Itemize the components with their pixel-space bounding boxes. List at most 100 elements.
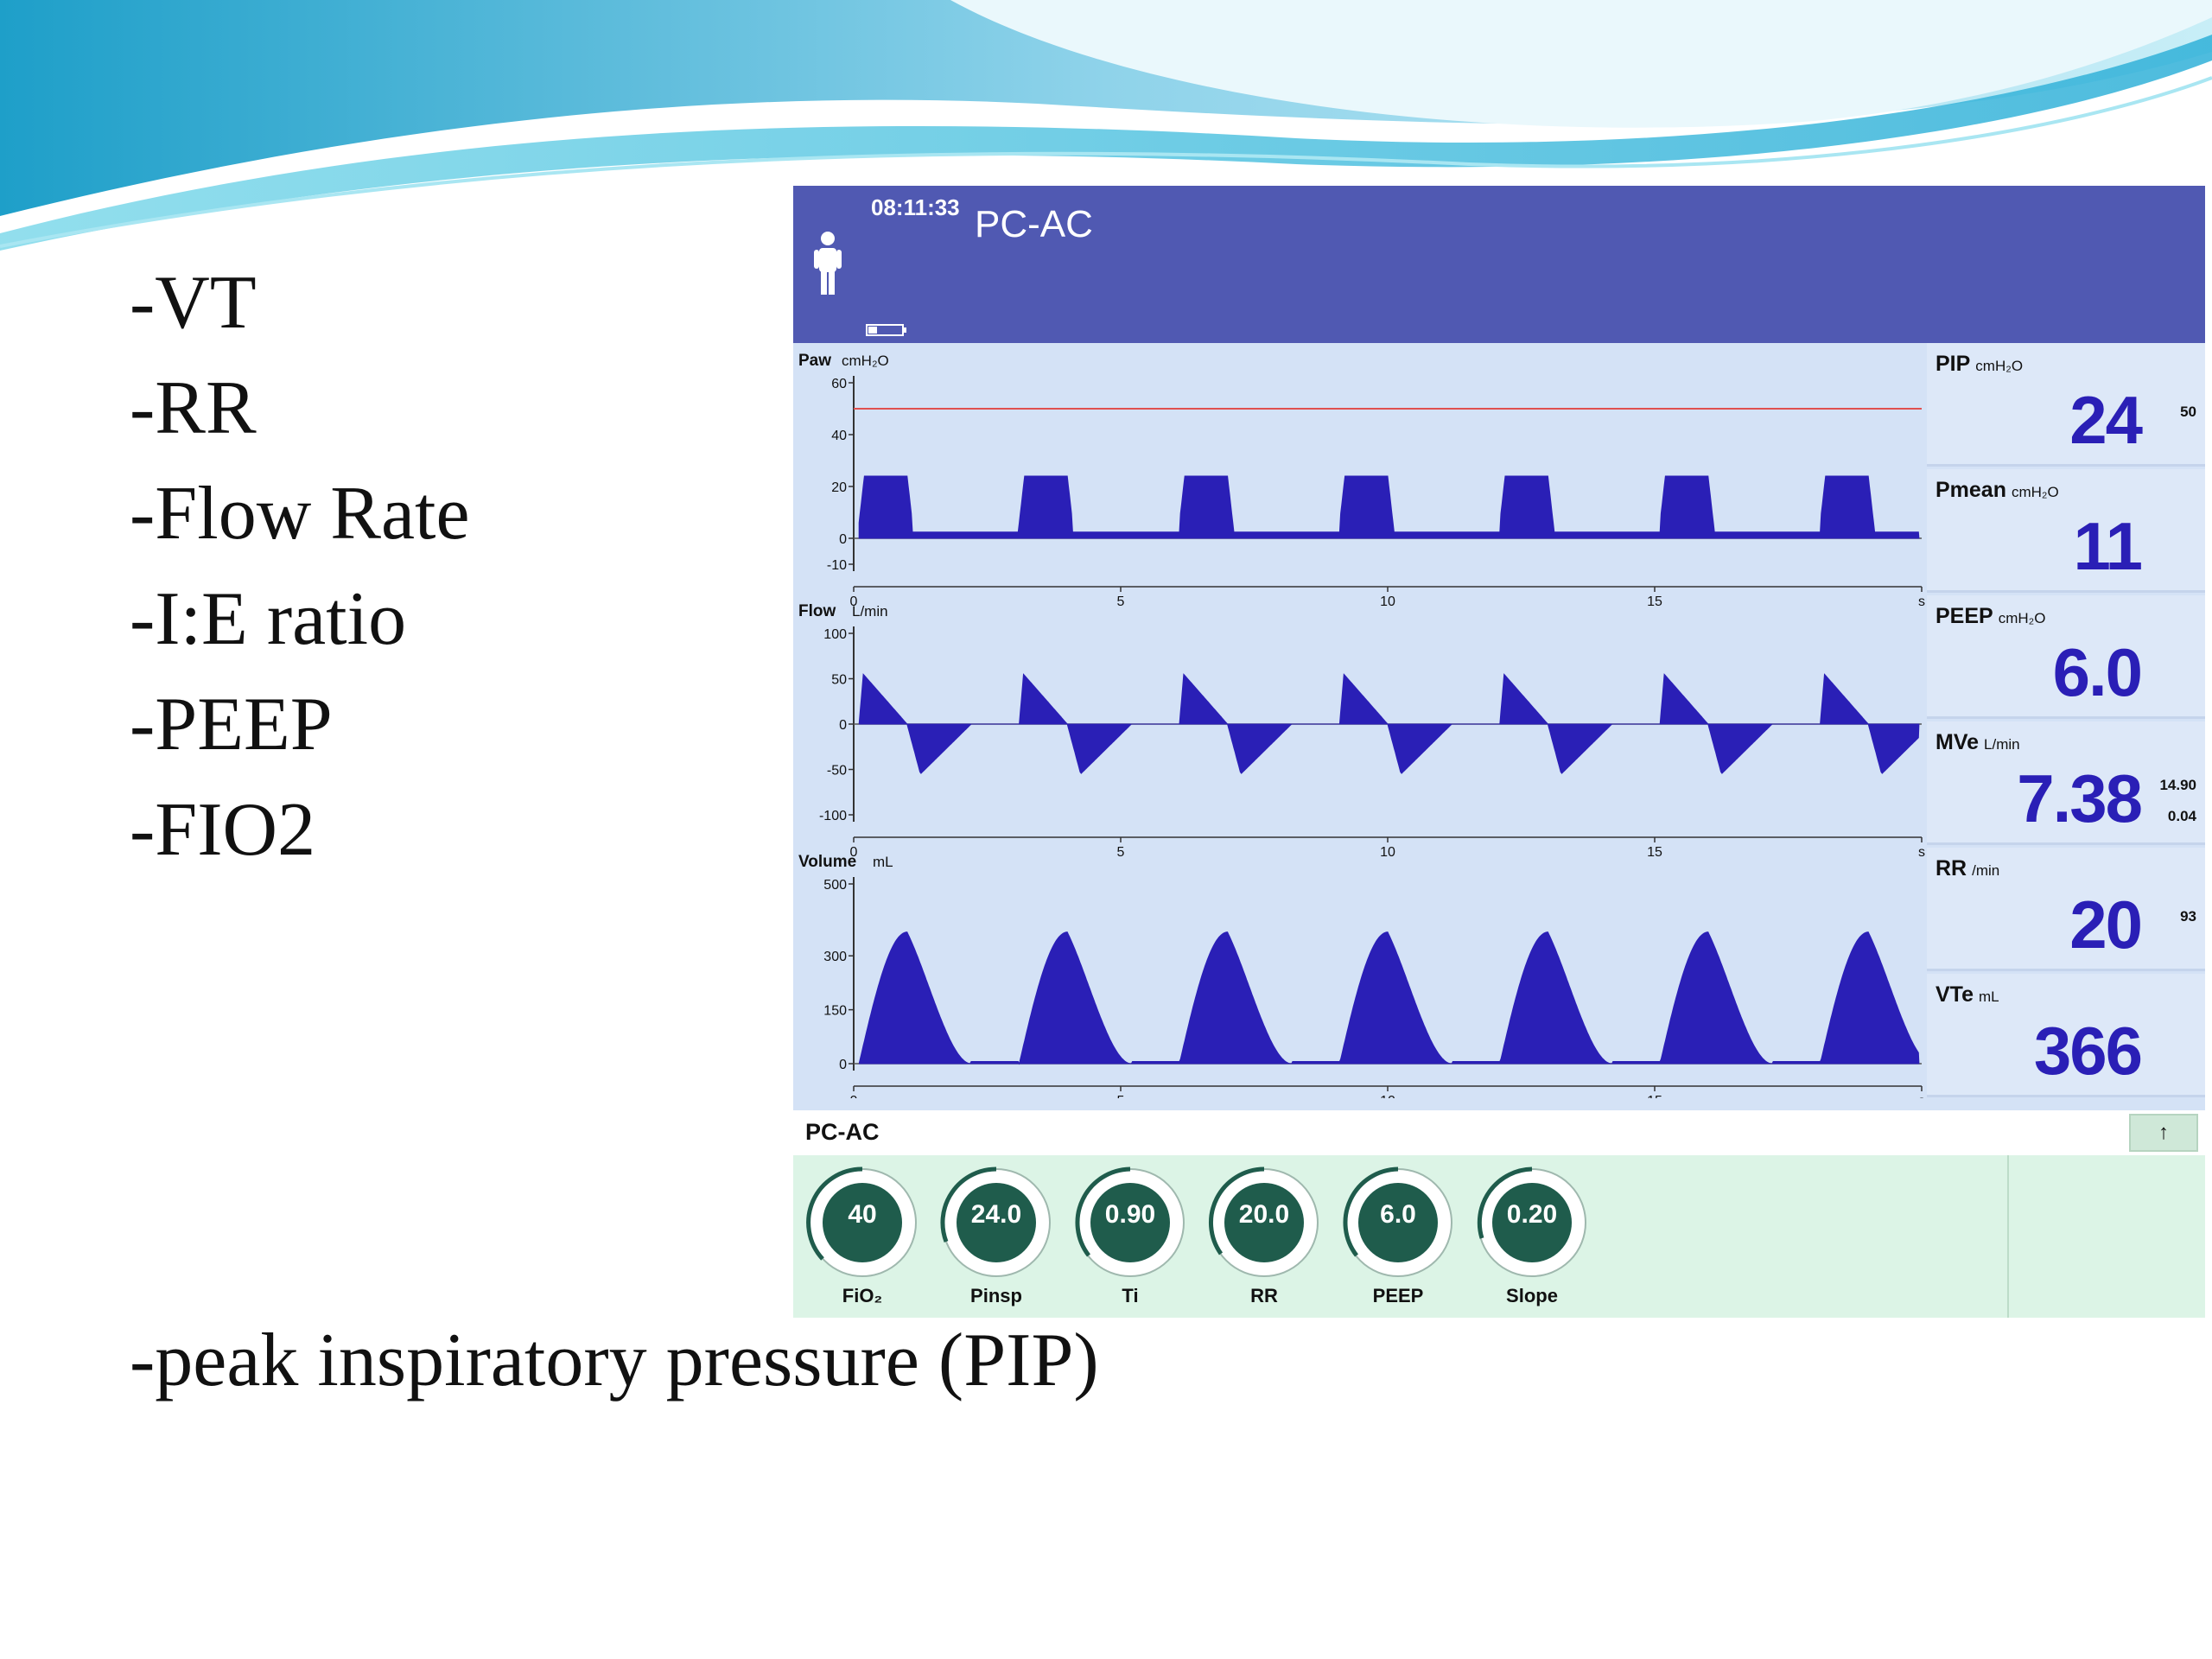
knob-dial-icon [1343,1166,1452,1277]
param-pip-limit-high: 50 [2180,404,2196,420]
patient-icon[interactable] [812,231,843,296]
volume-unit: mL [873,854,893,870]
volume-y-tick-label: 500 [823,878,847,893]
param-rr[interactable]: RR/min 20 93 [1927,848,2205,971]
decorative-wave-banner [0,0,2212,251]
param-pip[interactable]: PIP cmH₂O 24 50 [1927,343,2205,467]
setting-knob-ti[interactable]: 0.90 Ti [1071,1164,1189,1311]
setting-knob-peep[interactable]: 6.0 PEEP [1339,1164,1457,1311]
mode-bar: PC-AC ↑ [793,1110,2205,1155]
param-peep[interactable]: PEEP cmH₂O 6.0 [1927,595,2205,719]
parameter-bullet-list: -VT -RR -Flow Rate -I:E ratio -PEEP -FIO… [130,251,470,883]
volume-label: Volume [798,853,856,871]
volume-y-tick-label: 0 [839,1058,847,1072]
bullet-rr: -RR [130,366,257,450]
knob-dial-icon [1208,1166,1319,1277]
param-pip-value: 24 [2069,382,2143,458]
ventilation-mode: PC-AC [975,203,1093,245]
volume-y-tick-label: 150 [823,1004,847,1019]
param-vte-unit: mL [1979,988,1999,1005]
param-pip-unit: cmH₂O [1975,358,2024,374]
param-mve-label: MVe [1936,730,1980,754]
settings-panel: 40 FiO₂ 24.0 Pinsp 0.90 Ti 20.0 RR 6.0 P… [793,1155,2205,1318]
clock: 08:11:33 [871,194,960,220]
ventilator-header: 08:11:33 PC-AC [793,186,2205,343]
flow-unit: L/min [852,603,888,620]
param-rr-limit-high: 93 [2180,908,2196,925]
setting-pinsp-value: 24.0 [970,1200,1022,1229]
flow-y-tick-label: -50 [827,764,847,779]
param-peep-value: 6.0 [2052,634,2143,710]
param-pmean-value: 11 [2073,508,2143,584]
mode-bar-label: PC-AC [805,1119,880,1145]
volume-x-tick-label: 10 [1380,1094,1395,1098]
param-rr-label: RR [1936,856,1967,880]
param-rr-value: 20 [2069,887,2143,963]
paw-x-tick-label: 10 [1380,594,1395,609]
param-vte-label: VTe [1936,982,1974,1007]
volume-y-tick-label: 300 [823,950,847,964]
knob-dial-icon [806,1166,917,1277]
param-mve-unit: L/min [1984,736,2020,753]
paw-x-tick-label: 5 [1117,594,1125,609]
setting-slope-value: 0.20 [1506,1200,1558,1229]
param-pmean[interactable]: Pmean cmH₂O 11 [1927,469,2205,593]
paw-y-tick-label: -10 [827,558,847,573]
param-vte[interactable]: VTe mL 366 [1927,974,2205,1097]
setting-knob-slope[interactable]: 0.20 Slope [1473,1164,1591,1311]
flow-x-tick-label: 15 [1647,845,1662,860]
bullet-ie-ratio: -I:E ratio [130,577,407,661]
pip-note: -peak inspiratory pressure (PIP) [130,1319,1099,1402]
flow-y-tick-label: 0 [839,718,847,733]
param-mve-value: 7.38 [2017,760,2143,836]
paw-x-tick-label: s [1918,594,1925,609]
flow-x-tick-label: s [1918,845,1925,860]
bullet-fio2: -FIO2 [130,788,316,872]
paw-y-tick-label: 40 [831,429,847,443]
setting-fio2-value: 40 [848,1200,877,1229]
param-peep-unit: cmH₂O [1998,610,2046,626]
volume-x-tick-label: s [1918,1094,1925,1098]
param-mve-limit-high: 14.90 [2159,777,2196,793]
setting-ti-label: Ti [1122,1285,1139,1306]
knob-dial-icon [940,1166,1051,1277]
waveform-area: Paw cmH₂O 60 40 20 0 -10 0 5 10 15 s Flow L/min 100 50 0… [793,348,1925,1098]
paw-y-tick-label: 0 [839,532,847,547]
volume-x-tick-label: 0 [850,1094,858,1098]
battery-icon [866,324,906,336]
volume-x-tick-label: 5 [1117,1094,1125,1098]
setting-slope-label: Slope [1506,1285,1558,1306]
setting-knob-fio2[interactable]: 40 FiO₂ [804,1164,921,1311]
flow-y-tick-label: 100 [823,627,847,642]
knob-dial-icon [1477,1166,1586,1277]
setting-knob-rr[interactable]: 20.0 RR [1205,1164,1323,1311]
setting-knob-pinsp[interactable]: 24.0 Pinsp [938,1164,1055,1311]
bullet-peep: -PEEP [130,683,333,766]
paw-unit: cmH₂O [842,353,889,369]
flow-x-tick-label: 10 [1380,845,1395,860]
setting-pinsp-label: Pinsp [970,1285,1022,1306]
flow-y-tick-label: 50 [831,673,847,688]
mode-expand-button[interactable]: ↑ [2129,1114,2198,1152]
param-pmean-unit: cmH₂O [2011,484,2059,500]
param-rr-unit: /min [1972,862,2000,879]
paw-label: Paw [798,352,831,370]
setting-rr-label: RR [1250,1285,1278,1306]
paw-waveform [858,475,1920,539]
volume-waveform [858,931,1920,1065]
paw-y-tick-label: 20 [831,480,847,495]
paw-y-tick-label: 60 [831,377,847,391]
bullet-flow-rate: -Flow Rate [130,472,470,556]
param-pip-label: PIP [1936,352,1971,376]
param-peep-label: PEEP [1936,604,1993,628]
flow-x-tick-label: 5 [1117,845,1125,860]
setting-rr-value: 20.0 [1238,1200,1290,1229]
ventilator-screen: 08:11:33 PC-AC Paw cmH₂O 60 40 20 0 -10 0 5 10 15 s… [793,186,2205,1318]
knob-dial-icon [1075,1166,1185,1277]
setting-fio2-label: FiO₂ [842,1285,883,1306]
param-pmean-label: Pmean [1936,478,2006,502]
paw-x-tick-label: 0 [850,594,858,609]
param-mve[interactable]: MVe L/min 7.38 14.90 0.04 [1927,721,2205,845]
flow-x-tick-label: 0 [850,845,858,860]
